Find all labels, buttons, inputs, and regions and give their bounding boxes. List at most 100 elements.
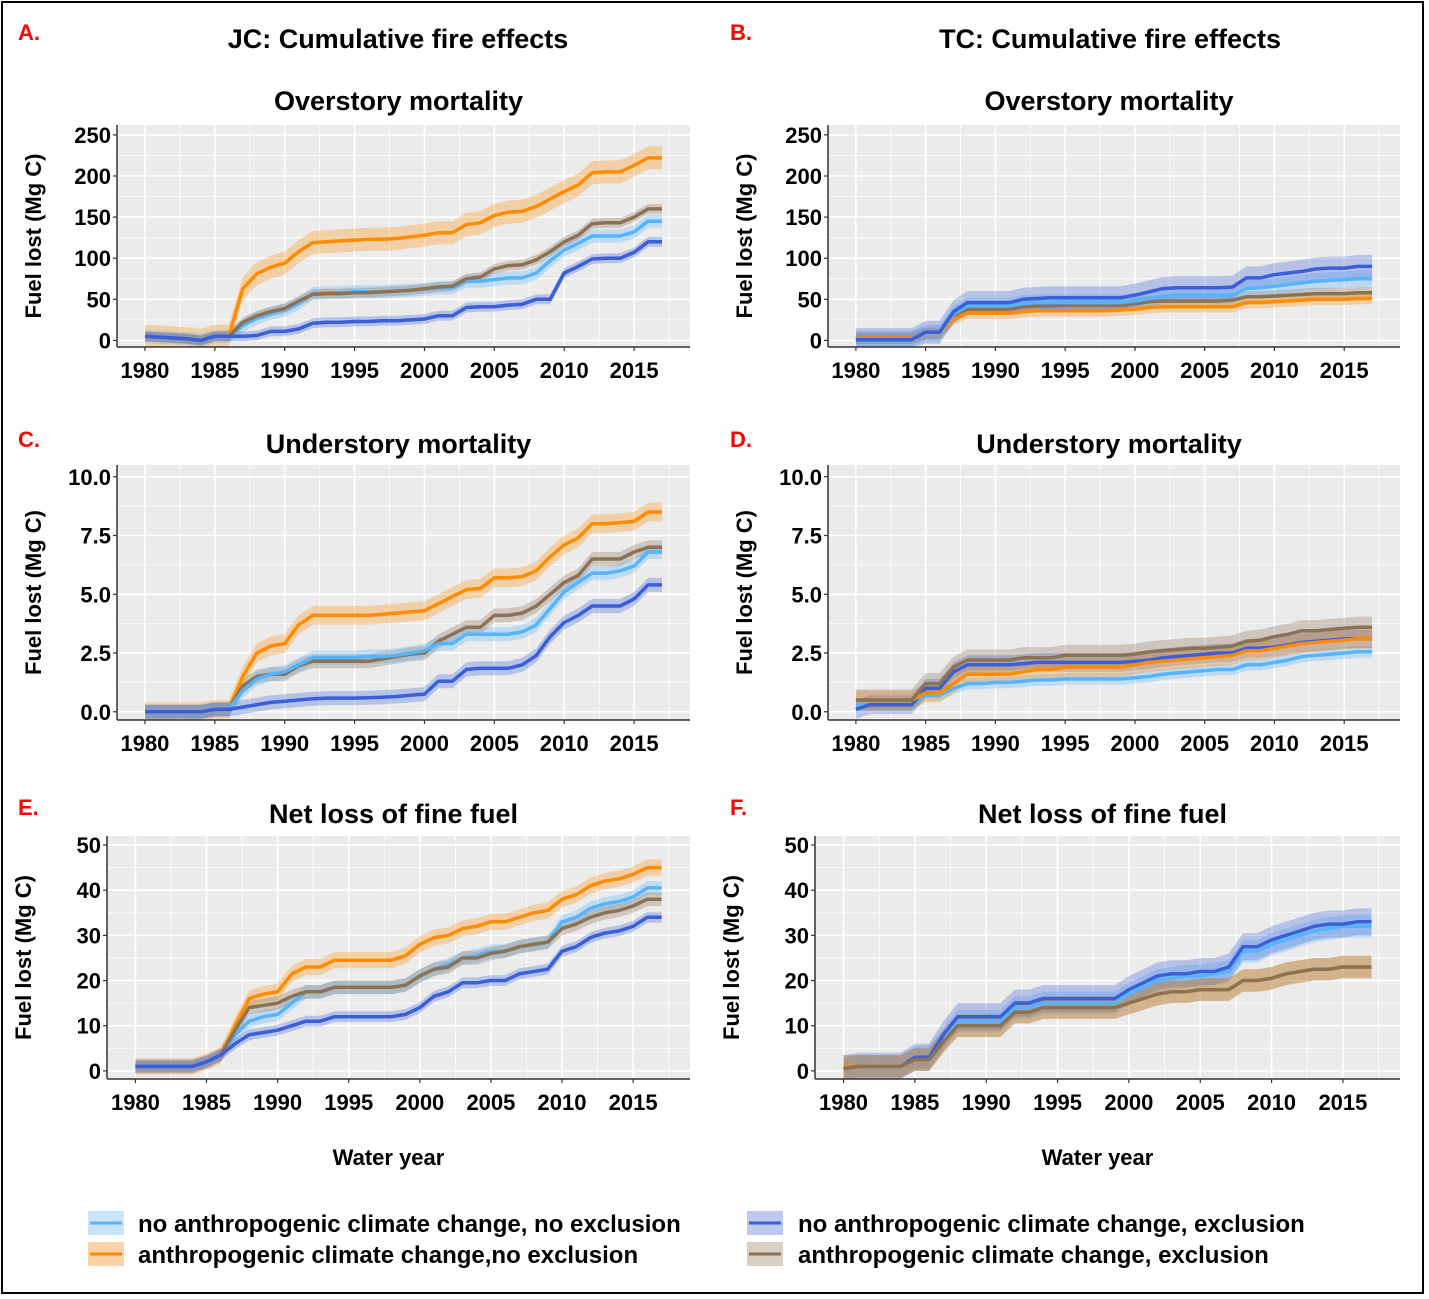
y-axis-label: Fuel lost (Mg C) [732, 154, 757, 319]
x-tick-label: 1980 [120, 358, 169, 383]
x-tick-label: 2015 [1318, 1090, 1367, 1115]
y-tick-label: 10 [77, 1014, 101, 1039]
x-tick-label: 2005 [1180, 731, 1229, 756]
x-tick-label: 2000 [1110, 358, 1159, 383]
x-tick-label: 2000 [400, 358, 449, 383]
x-tick-label: 2000 [1110, 731, 1159, 756]
legend-item-no-acc-no-exclusion: no anthropogenic climate change, no excl… [88, 1211, 681, 1238]
series-line [144, 240, 662, 343]
x-tick-label: 2015 [610, 358, 659, 383]
series-line [855, 637, 1373, 702]
plot-title: Understory mortality [266, 429, 532, 459]
y-tick-label: 0 [810, 328, 822, 353]
y-tick-label: 150 [785, 205, 822, 230]
series-line [145, 583, 662, 714]
y-tick-label: 10.0 [68, 465, 111, 490]
x-tick-label: 1995 [1033, 1090, 1082, 1115]
panel-b: B. Overstory mortality 0 50 100 150 200 250 1980… [730, 20, 1400, 383]
x-tick-label: 2010 [540, 731, 589, 756]
x-tick-label: 1990 [260, 731, 309, 756]
x-tick-label: 1985 [190, 731, 239, 756]
y-tick-label: 40 [785, 878, 809, 903]
x-tick-label: 1995 [330, 731, 379, 756]
y-tick-label: 0 [99, 328, 111, 353]
y-tick-label: 10 [785, 1014, 809, 1039]
x-tick-label: 1980 [111, 1090, 160, 1115]
plot-title: Net loss of fine fuel [269, 799, 518, 829]
legend-label: anthropogenic climate change,no exclusio… [138, 1242, 638, 1269]
series-line [135, 897, 662, 1069]
x-tick-label: 2000 [1104, 1090, 1153, 1115]
legend-item-no-acc-exclusion: no anthropogenic climate change, exclusi… [747, 1211, 1305, 1238]
y-tick-label: 20 [785, 969, 809, 994]
y-tick-label: 40 [77, 878, 101, 903]
column-title-tc: TC: Cumulative fire effects [939, 24, 1281, 54]
y-axis-label: Fuel lost (Mg C) [21, 510, 46, 675]
legend-label: no anthropogenic climate change, no excl… [138, 1211, 681, 1238]
y-tick-label: 250 [74, 123, 111, 148]
x-tick-label: 1995 [330, 358, 379, 383]
y-tick-label: 0 [89, 1059, 101, 1084]
x-tick-label: 2015 [1320, 731, 1369, 756]
panel-letter: A. [18, 20, 40, 45]
confidence-band [145, 236, 662, 346]
x-tick-label: 1990 [971, 358, 1020, 383]
confidence-band [145, 146, 662, 347]
x-tick-label: 1980 [819, 1090, 868, 1115]
x-tick-label: 2000 [395, 1090, 444, 1115]
y-tick-label: 50 [785, 833, 809, 858]
x-tick-label: 2015 [609, 1090, 658, 1115]
x-tick-label: 1990 [971, 731, 1020, 756]
y-tick-label: 10.0 [779, 465, 822, 490]
confidence-band [843, 955, 1372, 1079]
y-tick-label: 2.5 [791, 641, 822, 666]
legend-label: anthropogenic climate change, exclusion [798, 1242, 1269, 1269]
x-tick-label: 2010 [1250, 731, 1299, 756]
y-tick-label: 100 [74, 246, 111, 271]
x-tick-label: 1985 [190, 358, 239, 383]
series-line [135, 915, 662, 1069]
x-tick-label: 1990 [260, 358, 309, 383]
panel-a: A. Overstory mortality 0 50 100 150 200 250 1980… [18, 20, 690, 383]
y-tick-label: 30 [77, 923, 101, 948]
series-line [144, 207, 662, 343]
series-line [855, 625, 1373, 702]
x-tick-label: 2010 [540, 358, 589, 383]
panel-letter: C. [18, 427, 40, 452]
confidence-band [135, 881, 662, 1074]
y-tick-label: 100 [785, 246, 822, 271]
y-tick-label: 7.5 [80, 524, 111, 549]
series-line [144, 156, 662, 343]
x-tick-label: 1995 [1041, 731, 1090, 756]
x-axis-label: Water year [333, 1145, 445, 1170]
x-tick-label: 2005 [470, 358, 519, 383]
y-tick-label: 30 [785, 923, 809, 948]
y-tick-label: 150 [74, 205, 111, 230]
series-lines [144, 156, 662, 343]
x-tick-label: 1985 [901, 731, 950, 756]
plot-background [815, 836, 1400, 1079]
series-line [855, 264, 1373, 342]
plot-title: Net loss of fine fuel [978, 799, 1227, 829]
x-tick-label: 1990 [253, 1090, 302, 1115]
x-tick-label: 1980 [831, 358, 880, 383]
series-lines [855, 264, 1373, 342]
x-axis-label: Water year [1042, 1145, 1154, 1170]
plot-title: Overstory mortality [984, 86, 1233, 116]
y-tick-label: 250 [785, 123, 822, 148]
y-tick-label: 7.5 [791, 524, 822, 549]
panel-letter: F. [730, 795, 747, 820]
x-tick-label: 1985 [890, 1090, 939, 1115]
x-tick-label: 2015 [610, 731, 659, 756]
y-tick-label: 200 [74, 164, 111, 189]
x-tick-label: 1980 [120, 731, 169, 756]
y-tick-label: 2.5 [80, 641, 111, 666]
x-tick-label: 1985 [901, 358, 950, 383]
confidence-band [145, 577, 662, 719]
x-tick-label: 1980 [831, 731, 880, 756]
x-tick-label: 1990 [962, 1090, 1011, 1115]
legend: no anthropogenic climate change, no excl… [88, 1211, 1305, 1269]
confidence-band [135, 892, 662, 1074]
x-tick-label: 2010 [1247, 1090, 1296, 1115]
